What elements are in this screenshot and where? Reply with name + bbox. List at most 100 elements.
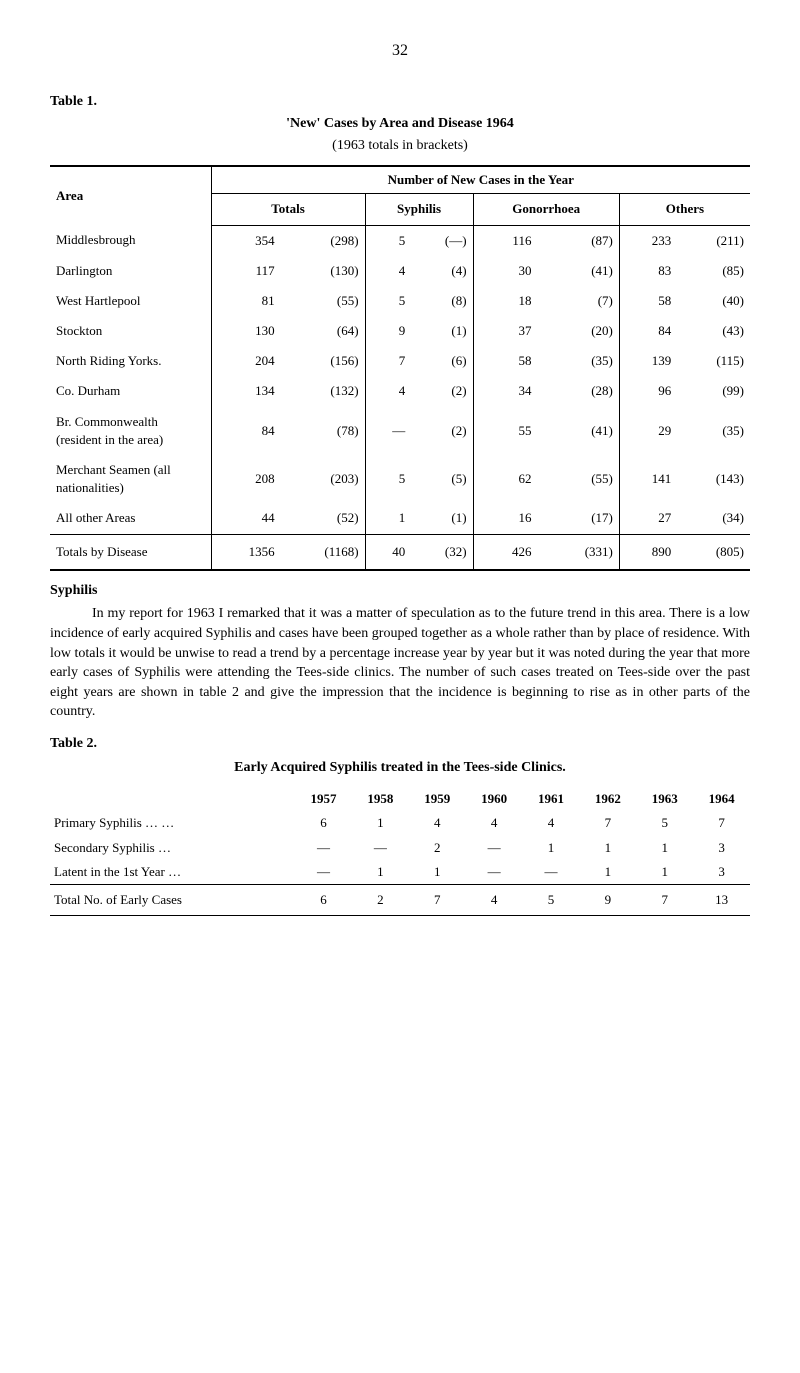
- cell-area: All other Areas: [50, 503, 211, 534]
- cell-gonorrhoea-bracket: (20): [537, 316, 619, 346]
- table-row: Darlington117(130)4(4)30(41)83(85): [50, 256, 750, 286]
- table-row: Secondary Syphilis …——2—1113: [50, 836, 750, 860]
- cell-syphilis-bracket: (5): [411, 455, 473, 503]
- cell-others-bracket: (211): [677, 225, 750, 256]
- cell-area: Middlesbrough: [50, 225, 211, 256]
- cell-others: 890: [619, 534, 677, 570]
- cell-syphilis-bracket: (6): [411, 346, 473, 376]
- cell-totals-bracket: (55): [281, 286, 365, 316]
- table-row: West Hartlepool81(55)5(8)18(7)58(40): [50, 286, 750, 316]
- cell-others-bracket: (40): [677, 286, 750, 316]
- cell-totals: 84: [211, 407, 281, 455]
- cell-value: 1: [636, 836, 693, 860]
- cell-area: Merchant Seamen (all nationalities): [50, 455, 211, 503]
- cell-label: Secondary Syphilis …: [50, 836, 295, 860]
- cell-totals-bracket: (156): [281, 346, 365, 376]
- cell-value: 5: [523, 884, 580, 915]
- table1-title: 'New' Cases by Area and Disease 1964: [50, 114, 750, 134]
- table2-year-header: 1957: [295, 787, 352, 811]
- cell-totals: 44: [211, 503, 281, 534]
- table1-col-gonorrhoea: Gonorrhoea: [473, 194, 619, 225]
- cell-label: Latent in the 1st Year …: [50, 860, 295, 885]
- cell-value: 6: [295, 811, 352, 835]
- cell-syphilis: 9: [365, 316, 411, 346]
- cell-value: 1: [409, 860, 466, 885]
- table1-header-area: Area: [50, 166, 211, 225]
- cell-syphilis: 5: [365, 286, 411, 316]
- table2-year-header: 1963: [636, 787, 693, 811]
- cell-value: 7: [579, 811, 636, 835]
- cell-gonorrhoea: 37: [473, 316, 537, 346]
- cell-totals-label: Total No. of Early Cases: [50, 884, 295, 915]
- cell-value: 1: [352, 860, 409, 885]
- cell-value: 7: [636, 884, 693, 915]
- cell-syphilis-bracket: (4): [411, 256, 473, 286]
- cell-gonorrhoea: 62: [473, 455, 537, 503]
- table-row: Primary Syphilis … …61444757: [50, 811, 750, 835]
- cell-syphilis: 5: [365, 225, 411, 256]
- cell-others-bracket: (115): [677, 346, 750, 376]
- table-row: Latent in the 1st Year …—11——113: [50, 860, 750, 885]
- cell-gonorrhoea-bracket: (28): [537, 376, 619, 406]
- cell-gonorrhoea: 18: [473, 286, 537, 316]
- cell-totals-bracket: (78): [281, 407, 365, 455]
- cell-value: 6: [295, 884, 352, 915]
- table2: 19571958195919601961196219631964 Primary…: [50, 787, 750, 916]
- cell-others-bracket: (85): [677, 256, 750, 286]
- syphilis-text: In my report for 1963 I remarked that it…: [50, 604, 750, 722]
- table2-label: Table 2.: [50, 734, 750, 754]
- table1-header-year: Number of New Cases in the Year: [211, 166, 750, 194]
- cell-syphilis-bracket: (2): [411, 376, 473, 406]
- cell-value: —: [352, 836, 409, 860]
- cell-syphilis-bracket: (1): [411, 316, 473, 346]
- table2-year-header: 1961: [523, 787, 580, 811]
- table1-totals-row: Totals by Disease1356(1168)40(32)426(331…: [50, 534, 750, 570]
- cell-value: 4: [466, 884, 523, 915]
- cell-syphilis: —: [365, 407, 411, 455]
- cell-others: 139: [619, 346, 677, 376]
- table2-title: Early Acquired Syphilis treated in the T…: [50, 758, 750, 778]
- cell-value: —: [295, 860, 352, 885]
- cell-others: 27: [619, 503, 677, 534]
- cell-value: —: [466, 860, 523, 885]
- cell-value: 1: [579, 836, 636, 860]
- cell-others-bracket: (143): [677, 455, 750, 503]
- cell-others: 233: [619, 225, 677, 256]
- cell-others: 141: [619, 455, 677, 503]
- table-row: Br. Commonwealth (resident in the area)8…: [50, 407, 750, 455]
- cell-syphilis: 40: [365, 534, 411, 570]
- cell-value: 2: [352, 884, 409, 915]
- table2-year-header: 1958: [352, 787, 409, 811]
- table-row: Middlesbrough354(298)5(—)116(87)233(211): [50, 225, 750, 256]
- cell-area: Stockton: [50, 316, 211, 346]
- cell-others: 96: [619, 376, 677, 406]
- cell-gonorrhoea: 16: [473, 503, 537, 534]
- cell-gonorrhoea: 58: [473, 346, 537, 376]
- cell-gonorrhoea-bracket: (41): [537, 256, 619, 286]
- table-row: All other Areas44(52)1(1)16(17)27(34): [50, 503, 750, 534]
- cell-totals-bracket: (203): [281, 455, 365, 503]
- cell-totals: 1356: [211, 534, 281, 570]
- table2-year-header: 1962: [579, 787, 636, 811]
- cell-totals: 208: [211, 455, 281, 503]
- cell-value: —: [466, 836, 523, 860]
- cell-others-bracket: (43): [677, 316, 750, 346]
- cell-others-bracket: (805): [677, 534, 750, 570]
- page-number: 32: [50, 40, 750, 62]
- cell-syphilis: 1: [365, 503, 411, 534]
- cell-syphilis-bracket: (32): [411, 534, 473, 570]
- table2-totals-row: Total No. of Early Cases627459713: [50, 884, 750, 915]
- cell-gonorrhoea-bracket: (331): [537, 534, 619, 570]
- cell-totals: 81: [211, 286, 281, 316]
- table1-label: Table 1.: [50, 92, 750, 112]
- cell-gonorrhoea-bracket: (35): [537, 346, 619, 376]
- cell-gonorrhoea-bracket: (17): [537, 503, 619, 534]
- cell-syphilis-bracket: (—): [411, 225, 473, 256]
- cell-gonorrhoea-bracket: (87): [537, 225, 619, 256]
- cell-gonorrhoea: 30: [473, 256, 537, 286]
- cell-totals-bracket: (298): [281, 225, 365, 256]
- cell-totals-bracket: (64): [281, 316, 365, 346]
- cell-area: Darlington: [50, 256, 211, 286]
- cell-syphilis: 4: [365, 256, 411, 286]
- cell-gonorrhoea: 34: [473, 376, 537, 406]
